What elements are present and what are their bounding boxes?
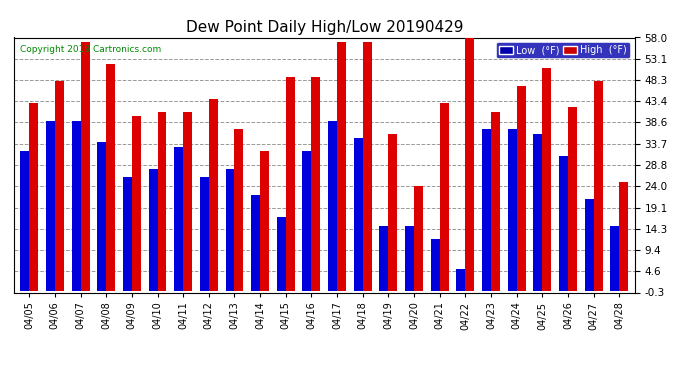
Bar bbox=[542, 68, 551, 291]
Bar bbox=[55, 81, 64, 291]
Bar bbox=[508, 129, 517, 291]
Bar bbox=[72, 121, 81, 291]
Bar bbox=[440, 103, 449, 291]
Bar bbox=[302, 151, 311, 291]
Bar bbox=[457, 269, 466, 291]
Bar bbox=[123, 177, 132, 291]
Bar bbox=[132, 116, 141, 291]
Bar bbox=[148, 169, 157, 291]
Bar bbox=[81, 42, 90, 291]
Bar bbox=[593, 81, 603, 291]
Bar bbox=[46, 121, 55, 291]
Bar bbox=[157, 112, 166, 291]
Bar bbox=[482, 129, 491, 291]
Bar bbox=[466, 33, 475, 291]
Bar bbox=[29, 103, 38, 291]
Bar bbox=[337, 42, 346, 291]
Bar bbox=[611, 226, 620, 291]
Text: Copyright 2019 Cartronics.com: Copyright 2019 Cartronics.com bbox=[20, 45, 161, 54]
Bar bbox=[97, 142, 106, 291]
Bar bbox=[388, 134, 397, 291]
Bar bbox=[328, 121, 337, 291]
Bar bbox=[251, 195, 260, 291]
Bar bbox=[354, 138, 363, 291]
Bar bbox=[260, 151, 269, 291]
Bar bbox=[517, 86, 526, 291]
Bar bbox=[277, 217, 286, 291]
Bar bbox=[209, 99, 218, 291]
Legend: Low  (°F), High  (°F): Low (°F), High (°F) bbox=[496, 42, 630, 58]
Bar bbox=[20, 151, 29, 291]
Bar bbox=[226, 169, 235, 291]
Bar bbox=[491, 112, 500, 291]
Bar bbox=[311, 77, 320, 291]
Bar bbox=[584, 200, 593, 291]
Bar bbox=[363, 42, 372, 291]
Bar bbox=[620, 182, 629, 291]
Bar bbox=[183, 112, 192, 291]
Bar bbox=[559, 156, 568, 291]
Bar bbox=[431, 239, 440, 291]
Bar bbox=[286, 77, 295, 291]
Bar bbox=[380, 226, 388, 291]
Title: Dew Point Daily High/Low 20190429: Dew Point Daily High/Low 20190429 bbox=[186, 20, 463, 35]
Bar bbox=[533, 134, 542, 291]
Bar bbox=[200, 177, 209, 291]
Bar bbox=[235, 129, 244, 291]
Bar bbox=[405, 226, 414, 291]
Bar bbox=[414, 186, 423, 291]
Bar bbox=[568, 108, 577, 291]
Bar bbox=[106, 64, 115, 291]
Bar bbox=[174, 147, 183, 291]
